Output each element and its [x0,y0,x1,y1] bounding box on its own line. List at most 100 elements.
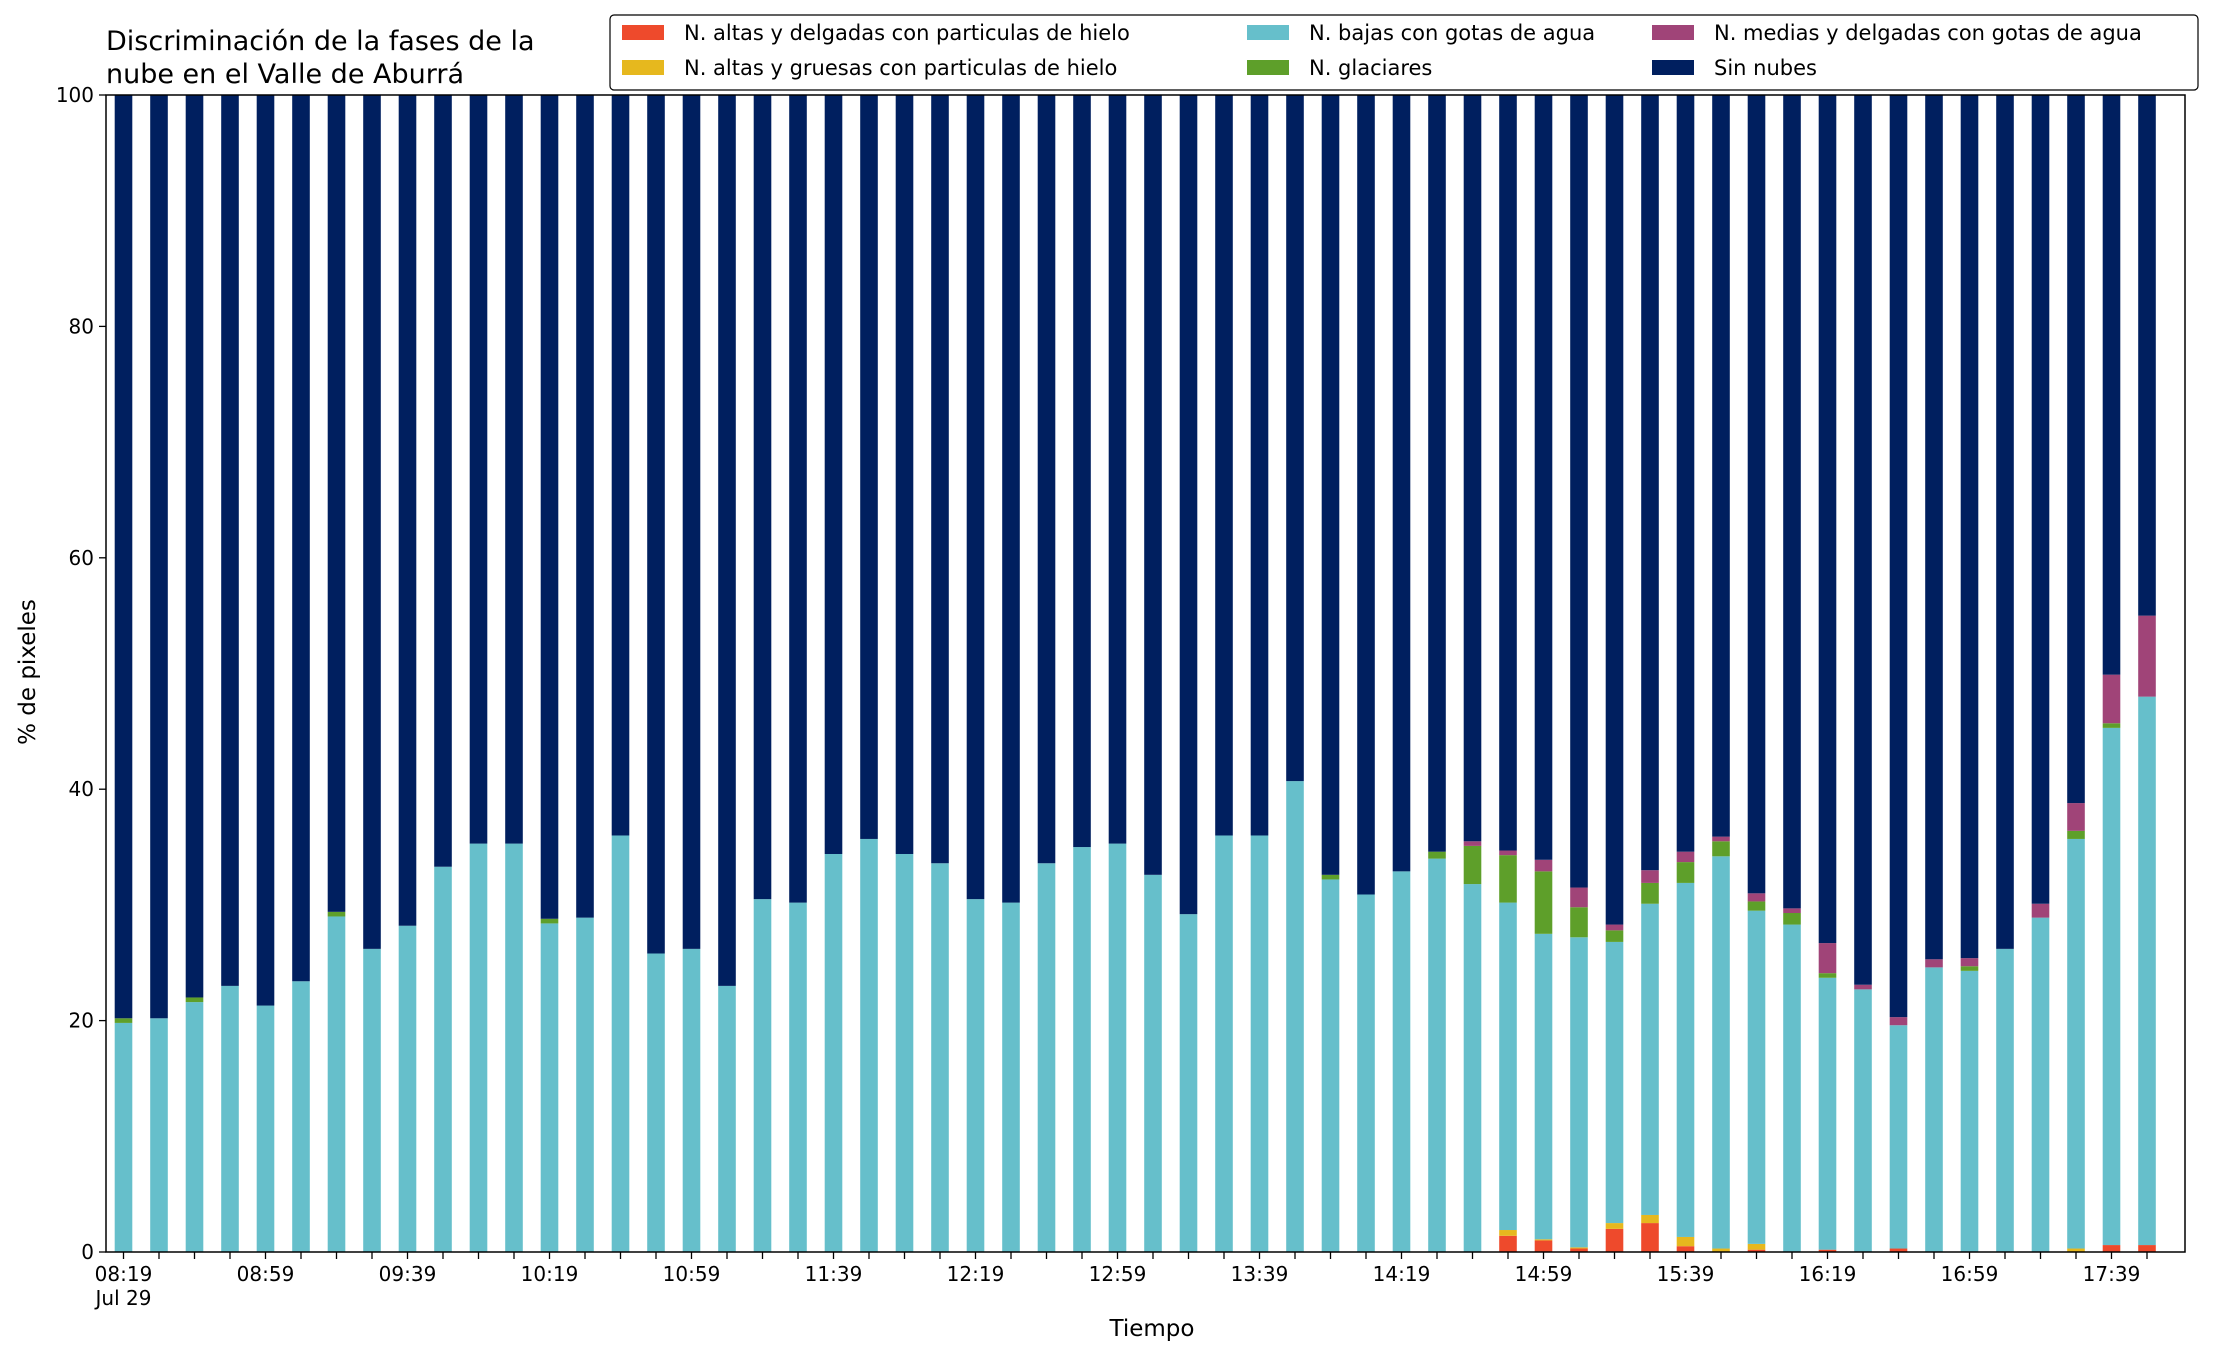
bar-segment [1073,95,1091,848]
bar-segment [1073,847,1091,1252]
bar-segment [753,95,772,900]
bar-segment [1889,95,1908,1018]
bar-segment [824,853,843,1252]
bar-segment [150,1018,168,1252]
legend-label: N. altas y gruesas con particulas de hie… [684,56,1117,80]
legend-label: N. altas y delgadas con particulas de hi… [684,21,1130,45]
bar-segment [1499,850,1517,856]
bar-segment [1925,959,1943,968]
bar-segment [1676,862,1695,883]
bar-segment [1641,903,1659,1215]
bar-segment [1960,95,1979,959]
bar-segment [718,95,736,986]
bar-segment [1250,95,1269,836]
bar-segment [185,997,204,1003]
x-tick-label: 16:59 [1941,1262,1999,1286]
bar-segment [2138,95,2156,616]
bar-segment [1570,887,1588,908]
bar-segment [1108,95,1127,844]
bar-segment [931,95,949,864]
chart-title-line-2: nube en el Valle de Aburrá [106,59,464,90]
x-tick-label: 14:19 [1373,1262,1431,1286]
x-tick-label: 12:59 [1089,1262,1147,1286]
bar-segment [1925,95,1943,960]
bar-segment [1002,902,1020,1252]
bar-segment [2031,917,2050,1252]
bar-segment [1641,870,1659,883]
bar-segment [2067,830,2085,839]
legend: N. altas y delgadas con particulas de hi… [609,14,2199,91]
bar-segment [1534,933,1553,1240]
bar-segment [1108,843,1127,1252]
bar-segment [2031,95,2050,904]
bar-segment [2067,1248,2085,1252]
bar-segment [1854,984,1872,990]
bar-segment [1605,95,1624,925]
x-tick-label: 10:59 [663,1262,721,1286]
bar-segment [1676,95,1695,852]
bar-segment [2067,803,2085,831]
bar-segment [2102,674,2121,724]
bar-segment [1925,967,1943,1252]
bar-segment [150,95,168,1019]
bar-segment [1747,1249,1766,1252]
x-tick-label: 12:19 [947,1262,1005,1286]
bar-segment [1463,95,1482,842]
bar-segment [1783,913,1801,925]
bar-segment [1712,1248,1730,1252]
legend-swatch [1247,25,1289,40]
y-tick-label: 40 [69,777,94,801]
bar-segment [327,911,346,917]
bar-segment [1570,907,1588,938]
bar-segment [1747,910,1766,1244]
bar-segment [1996,948,2014,1252]
bar-segment [292,981,310,1252]
bar-segment [1818,943,1837,974]
legend-swatch [622,25,664,40]
bar-segment [1179,95,1198,915]
y-tick-label: 0 [81,1240,94,1264]
x-tick-label: 10:19 [521,1262,579,1286]
bar-segment [1747,95,1766,894]
bar-segment [1818,973,1837,978]
bar-segment [1215,95,1233,836]
bar-segment [1321,879,1340,1252]
bar-segment [327,95,346,912]
bar-segment [1534,871,1553,934]
legend-label: N. glaciares [1309,56,1432,80]
bar-segment [1641,882,1659,904]
x-tick-label: 08:19 [95,1262,153,1286]
bar-segment [1179,914,1198,1252]
bar-segment [1463,841,1482,846]
bar-segment [1889,1017,1908,1026]
bar-segment [1570,1247,1588,1249]
y-axis-label: % de pixeles [15,599,41,745]
bar-segment [1676,1246,1695,1252]
bar-segment [185,1002,204,1252]
bar-segment [611,835,630,1252]
bar-segment [1463,845,1482,885]
bar-segment [647,953,665,1252]
bar-segment [1854,989,1872,1252]
bar-segment [1676,882,1695,1237]
bar-segment [1960,966,1979,971]
bar-segment [540,918,559,924]
bar-segment [2138,696,2156,1246]
y-tick-label: 60 [69,546,94,570]
bar-segment [1605,1223,1624,1229]
x-tick-label: 11:39 [805,1262,863,1286]
x-tick-label: 16:19 [1799,1262,1857,1286]
bar-segment [2067,838,2085,1249]
bar-segment [1783,908,1801,913]
bar-segment [1676,851,1695,863]
bar-segment [1321,874,1340,880]
bar-segment [1144,874,1162,1252]
bar-segment [1570,1248,1588,1252]
bar-segment [1037,95,1056,864]
bar-segment [2102,723,2121,728]
bar-segment [1357,894,1375,1252]
bar-segment [2067,95,2085,804]
bar-segment [895,853,914,1252]
bar-segment [2138,1245,2156,1252]
